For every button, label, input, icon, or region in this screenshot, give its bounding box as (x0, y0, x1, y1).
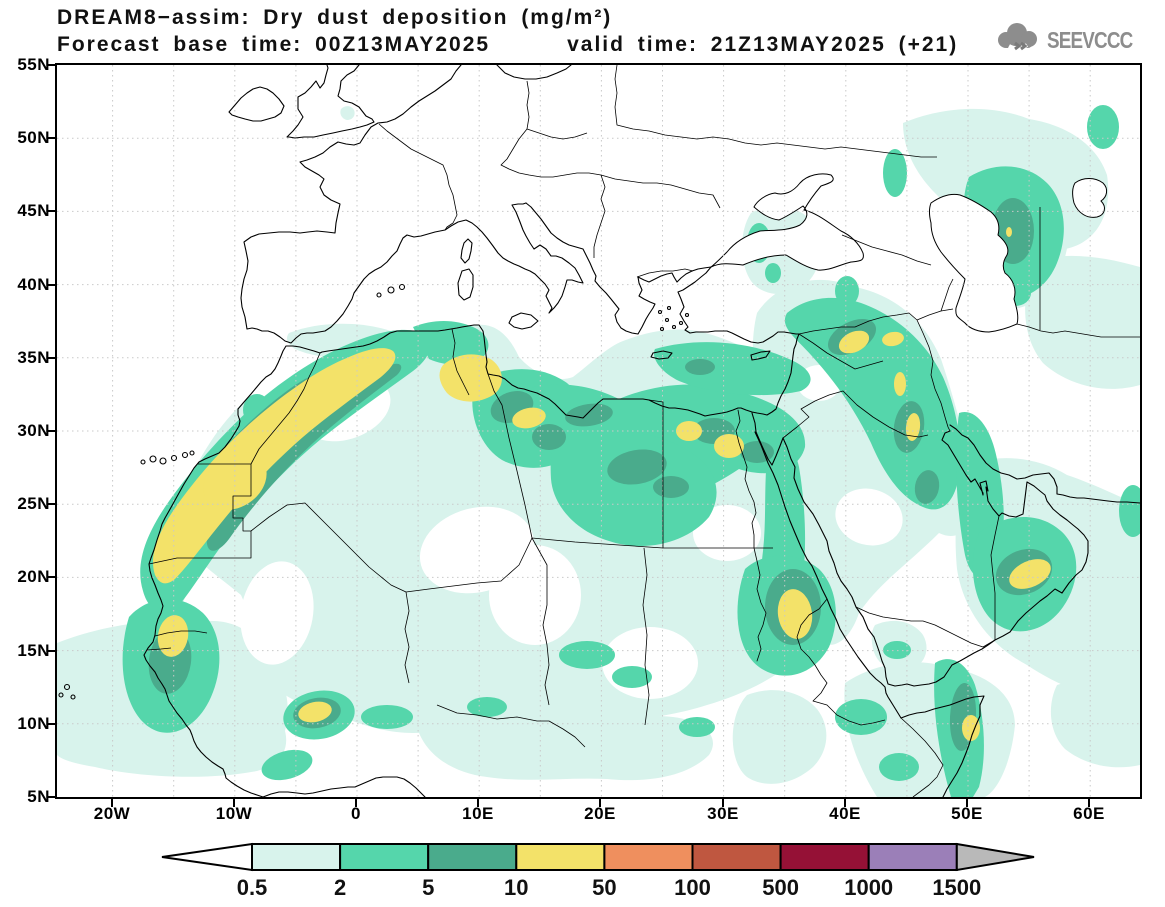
legend-box-1000-1500 (867, 843, 958, 871)
lat-tick (47, 284, 55, 286)
cloud-logo-icon (991, 20, 1043, 61)
lat-tick (47, 650, 55, 652)
lon-label-40e: 40E (829, 804, 861, 823)
legend-value-500: 500 (762, 875, 799, 900)
lat-label-20n: 20N (17, 567, 50, 586)
lat-label-25n: 25N (17, 494, 50, 513)
legend-value-5: 5 (422, 875, 434, 900)
lon-label-10w: 10W (215, 804, 253, 823)
lat-tick (47, 357, 55, 359)
dust-map-svg (57, 65, 1140, 797)
legend-box-0.5-2 (251, 843, 342, 871)
lat-tick (47, 210, 55, 212)
legend-value-0.5: 0.5 (237, 875, 268, 900)
country-borders (146, 65, 1140, 797)
legend-box-50-100 (603, 843, 694, 871)
legend-overflow-arrow (955, 842, 1035, 872)
map-subtitle-times: Forecast base time: 00Z13MAY2025 valid t… (57, 33, 959, 56)
legend-value-1500: 1500 (932, 875, 981, 900)
lon-tick (599, 799, 601, 807)
legend-box-2-5 (339, 843, 430, 871)
lat-tick (47, 64, 55, 66)
legend-box-5-10 (427, 843, 518, 871)
lat-tick (47, 137, 55, 139)
lat-label-35n: 35N (17, 348, 50, 367)
lat-tick (47, 503, 55, 505)
lat-tick (47, 430, 55, 432)
lon-tick (844, 799, 846, 807)
coastlines (58, 65, 1140, 797)
lat-label-5n: 5N (27, 787, 50, 806)
lat-label-55n: 55N (17, 55, 50, 74)
lon-tick (1088, 799, 1090, 807)
lon-label-50e: 50E (951, 804, 983, 823)
lat-label-15n: 15N (17, 641, 50, 660)
lon-label-30e: 30E (707, 804, 739, 823)
legend-value-100: 100 (674, 875, 711, 900)
logo-wordmark: SEEVCCC (1046, 27, 1133, 53)
legend-value-50: 50 (592, 875, 616, 900)
lon-tick (477, 799, 479, 807)
lon-tick (966, 799, 968, 807)
lat-label-40n: 40N (17, 275, 50, 294)
legend-box-100-500 (691, 843, 782, 871)
lon-tick (722, 799, 724, 807)
seevccc-logo: SEEVCCC (991, 20, 1151, 61)
legend-value-10: 10 (504, 875, 528, 900)
legend-value-1000: 1000 (844, 875, 893, 900)
lon-label-60e: 60E (1073, 804, 1105, 823)
map-plot-area (55, 63, 1142, 799)
lat-tick (47, 576, 55, 578)
dust-level-10-50 (153, 227, 1051, 741)
lat-tick (47, 796, 55, 798)
lon-label-10e: 10E (462, 804, 494, 823)
legend-underflow-arrow (161, 842, 253, 872)
legend-value-2: 2 (334, 875, 346, 900)
map-title: DREAM8−assim: Dry dust deposition (mg/m²… (57, 6, 613, 29)
lon-label-20e: 20E (584, 804, 616, 823)
inland-seas (710, 173, 1108, 333)
lon-tick (111, 799, 113, 807)
graticule (57, 65, 1140, 797)
lon-tick (233, 799, 235, 807)
lat-label-10n: 10N (17, 714, 50, 733)
lon-label-0: 0 (351, 804, 361, 823)
lat-label-50n: 50N (17, 128, 50, 147)
lat-label-45n: 45N (17, 201, 50, 220)
legend-box-10-50 (515, 843, 606, 871)
colorbar-legend: 0.5 2 5 10 50 100 500 1000 1500 (161, 842, 1035, 900)
lon-label-20w: 20W (93, 804, 131, 823)
lat-tick (47, 723, 55, 725)
legend-box-500-1000 (779, 843, 870, 871)
lon-tick (355, 799, 357, 807)
lat-label-30n: 30N (17, 421, 50, 440)
